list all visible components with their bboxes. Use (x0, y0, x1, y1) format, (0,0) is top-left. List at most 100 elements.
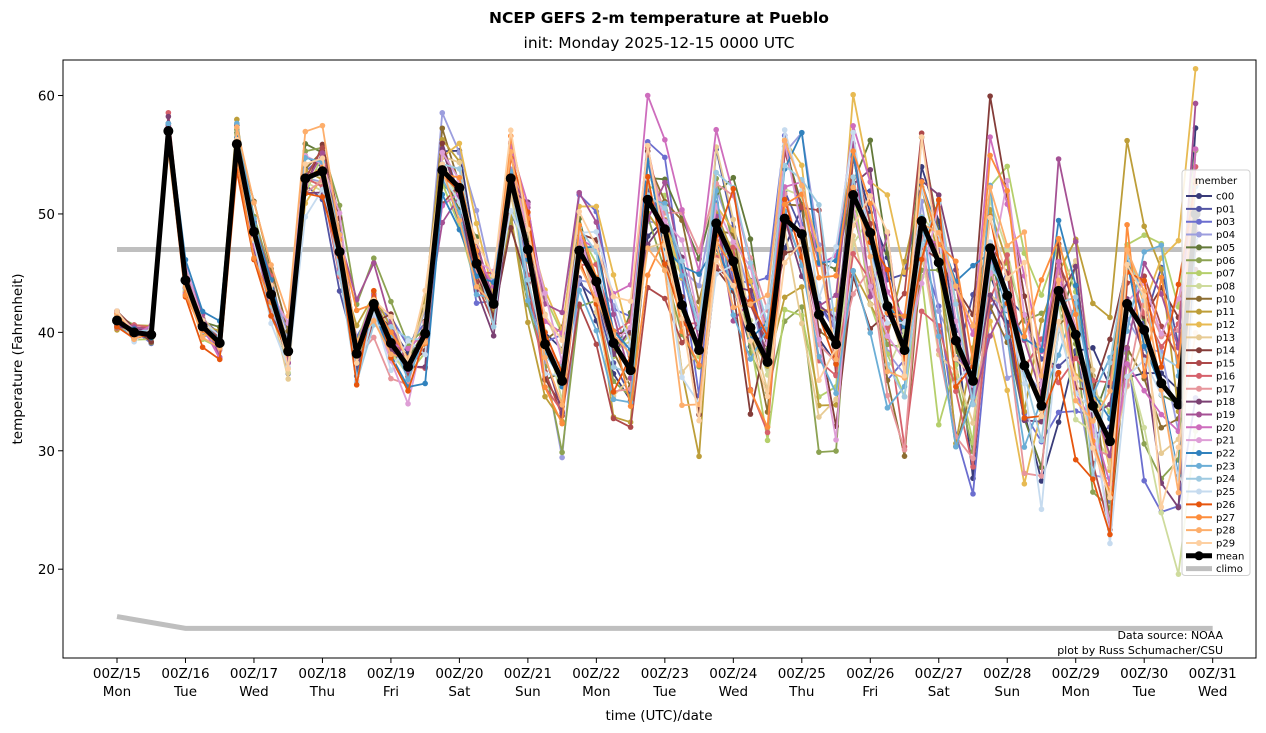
member-point (867, 179, 874, 185)
x-tick-label-day: Tue (173, 684, 197, 700)
legend-swatch-marker (1196, 475, 1202, 482)
member-point (490, 323, 497, 330)
member-point (662, 136, 668, 143)
member-point (439, 140, 446, 147)
member-point (850, 174, 856, 180)
member-point (696, 417, 702, 424)
legend-item-p28: p28 (1186, 526, 1235, 537)
x-tick-label-time: 00Z/22 (572, 666, 620, 682)
legend-label: p17 (1216, 384, 1235, 395)
legend-item-p23: p23 (1186, 461, 1235, 472)
legend-swatch-marker (1196, 244, 1202, 251)
member-point (953, 258, 959, 265)
x-tick-label-day: Sat (928, 684, 950, 700)
member-point (918, 308, 925, 315)
member-point (319, 145, 326, 151)
member-point (696, 271, 702, 277)
member-point (953, 443, 959, 450)
member-point (799, 162, 805, 169)
legend-label: p27 (1216, 513, 1235, 524)
member-point (1141, 477, 1147, 484)
member-point (1175, 237, 1182, 244)
mean-point (625, 365, 636, 376)
member-point (1124, 361, 1130, 367)
legend-swatch-marker (1196, 385, 1202, 392)
mean-point (471, 258, 482, 269)
member-point (1158, 509, 1165, 516)
legend-label: c00 (1216, 192, 1234, 203)
member-point (987, 333, 993, 339)
x-tick-label-time: 00Z/18 (298, 666, 346, 682)
member-point (1141, 373, 1147, 379)
mean-point (728, 256, 739, 267)
member-point (884, 266, 891, 273)
member-point (867, 137, 874, 144)
member-point (1124, 137, 1130, 144)
mean-point (950, 335, 961, 346)
mean-point (574, 245, 585, 256)
member-point (747, 411, 754, 417)
x-tick-label-time: 00Z/16 (161, 666, 209, 682)
member-point (1124, 247, 1130, 253)
member-point (833, 390, 839, 397)
chart-title: NCEP GEFS 2-m temperature at Pueblo (489, 9, 829, 27)
legend-swatch-marker (1196, 488, 1202, 495)
member-point (1038, 413, 1045, 420)
member-point (1090, 489, 1096, 495)
member-point (610, 389, 617, 395)
member-point (1038, 292, 1045, 298)
mean-layer (112, 126, 1201, 447)
mean-point (420, 328, 431, 339)
mean-point (865, 227, 876, 238)
mean-point (488, 298, 499, 309)
legend-label: p14 (1216, 346, 1235, 357)
member-point (816, 202, 822, 208)
member-point (1158, 242, 1165, 249)
member-point (1141, 232, 1147, 238)
x-tick-label-day: Wed (719, 684, 748, 700)
member-point (1158, 424, 1165, 431)
member-point (713, 126, 719, 133)
mean-point (933, 257, 944, 268)
member-point (679, 272, 685, 279)
member-point (405, 376, 411, 383)
member-point (1038, 478, 1045, 484)
member-point (901, 453, 908, 459)
member-point (593, 243, 600, 250)
member-point (627, 298, 634, 304)
member-point (1004, 252, 1011, 258)
member-point (901, 393, 908, 400)
member-point (388, 298, 394, 305)
member-point (542, 393, 548, 400)
legend-item-p18: p18 (1186, 397, 1235, 408)
member-point (901, 373, 908, 379)
member-point (970, 455, 976, 462)
member-point (1038, 437, 1045, 444)
member-point (747, 356, 754, 362)
member-point (679, 206, 685, 213)
member-point (935, 421, 942, 428)
mean-point (283, 346, 294, 357)
member-point (696, 453, 702, 460)
member-point (970, 323, 976, 329)
member-point (662, 200, 668, 207)
legend-label: p06 (1216, 256, 1235, 267)
member-point (473, 291, 480, 298)
member-point (1021, 250, 1028, 257)
member-point (764, 437, 771, 444)
member-point (1038, 506, 1045, 513)
member-point (644, 173, 651, 180)
member-point (1004, 387, 1011, 394)
member-point (1072, 282, 1079, 289)
member-point (1141, 343, 1147, 350)
mean-point (146, 329, 157, 340)
legend-label: p10 (1216, 294, 1235, 305)
member-point (884, 192, 891, 198)
member-point (593, 219, 600, 226)
mean-point (1070, 329, 1081, 340)
member-point (353, 307, 360, 314)
member-point (799, 204, 805, 211)
legend-label: p29 (1216, 538, 1235, 549)
member-point (285, 376, 292, 382)
